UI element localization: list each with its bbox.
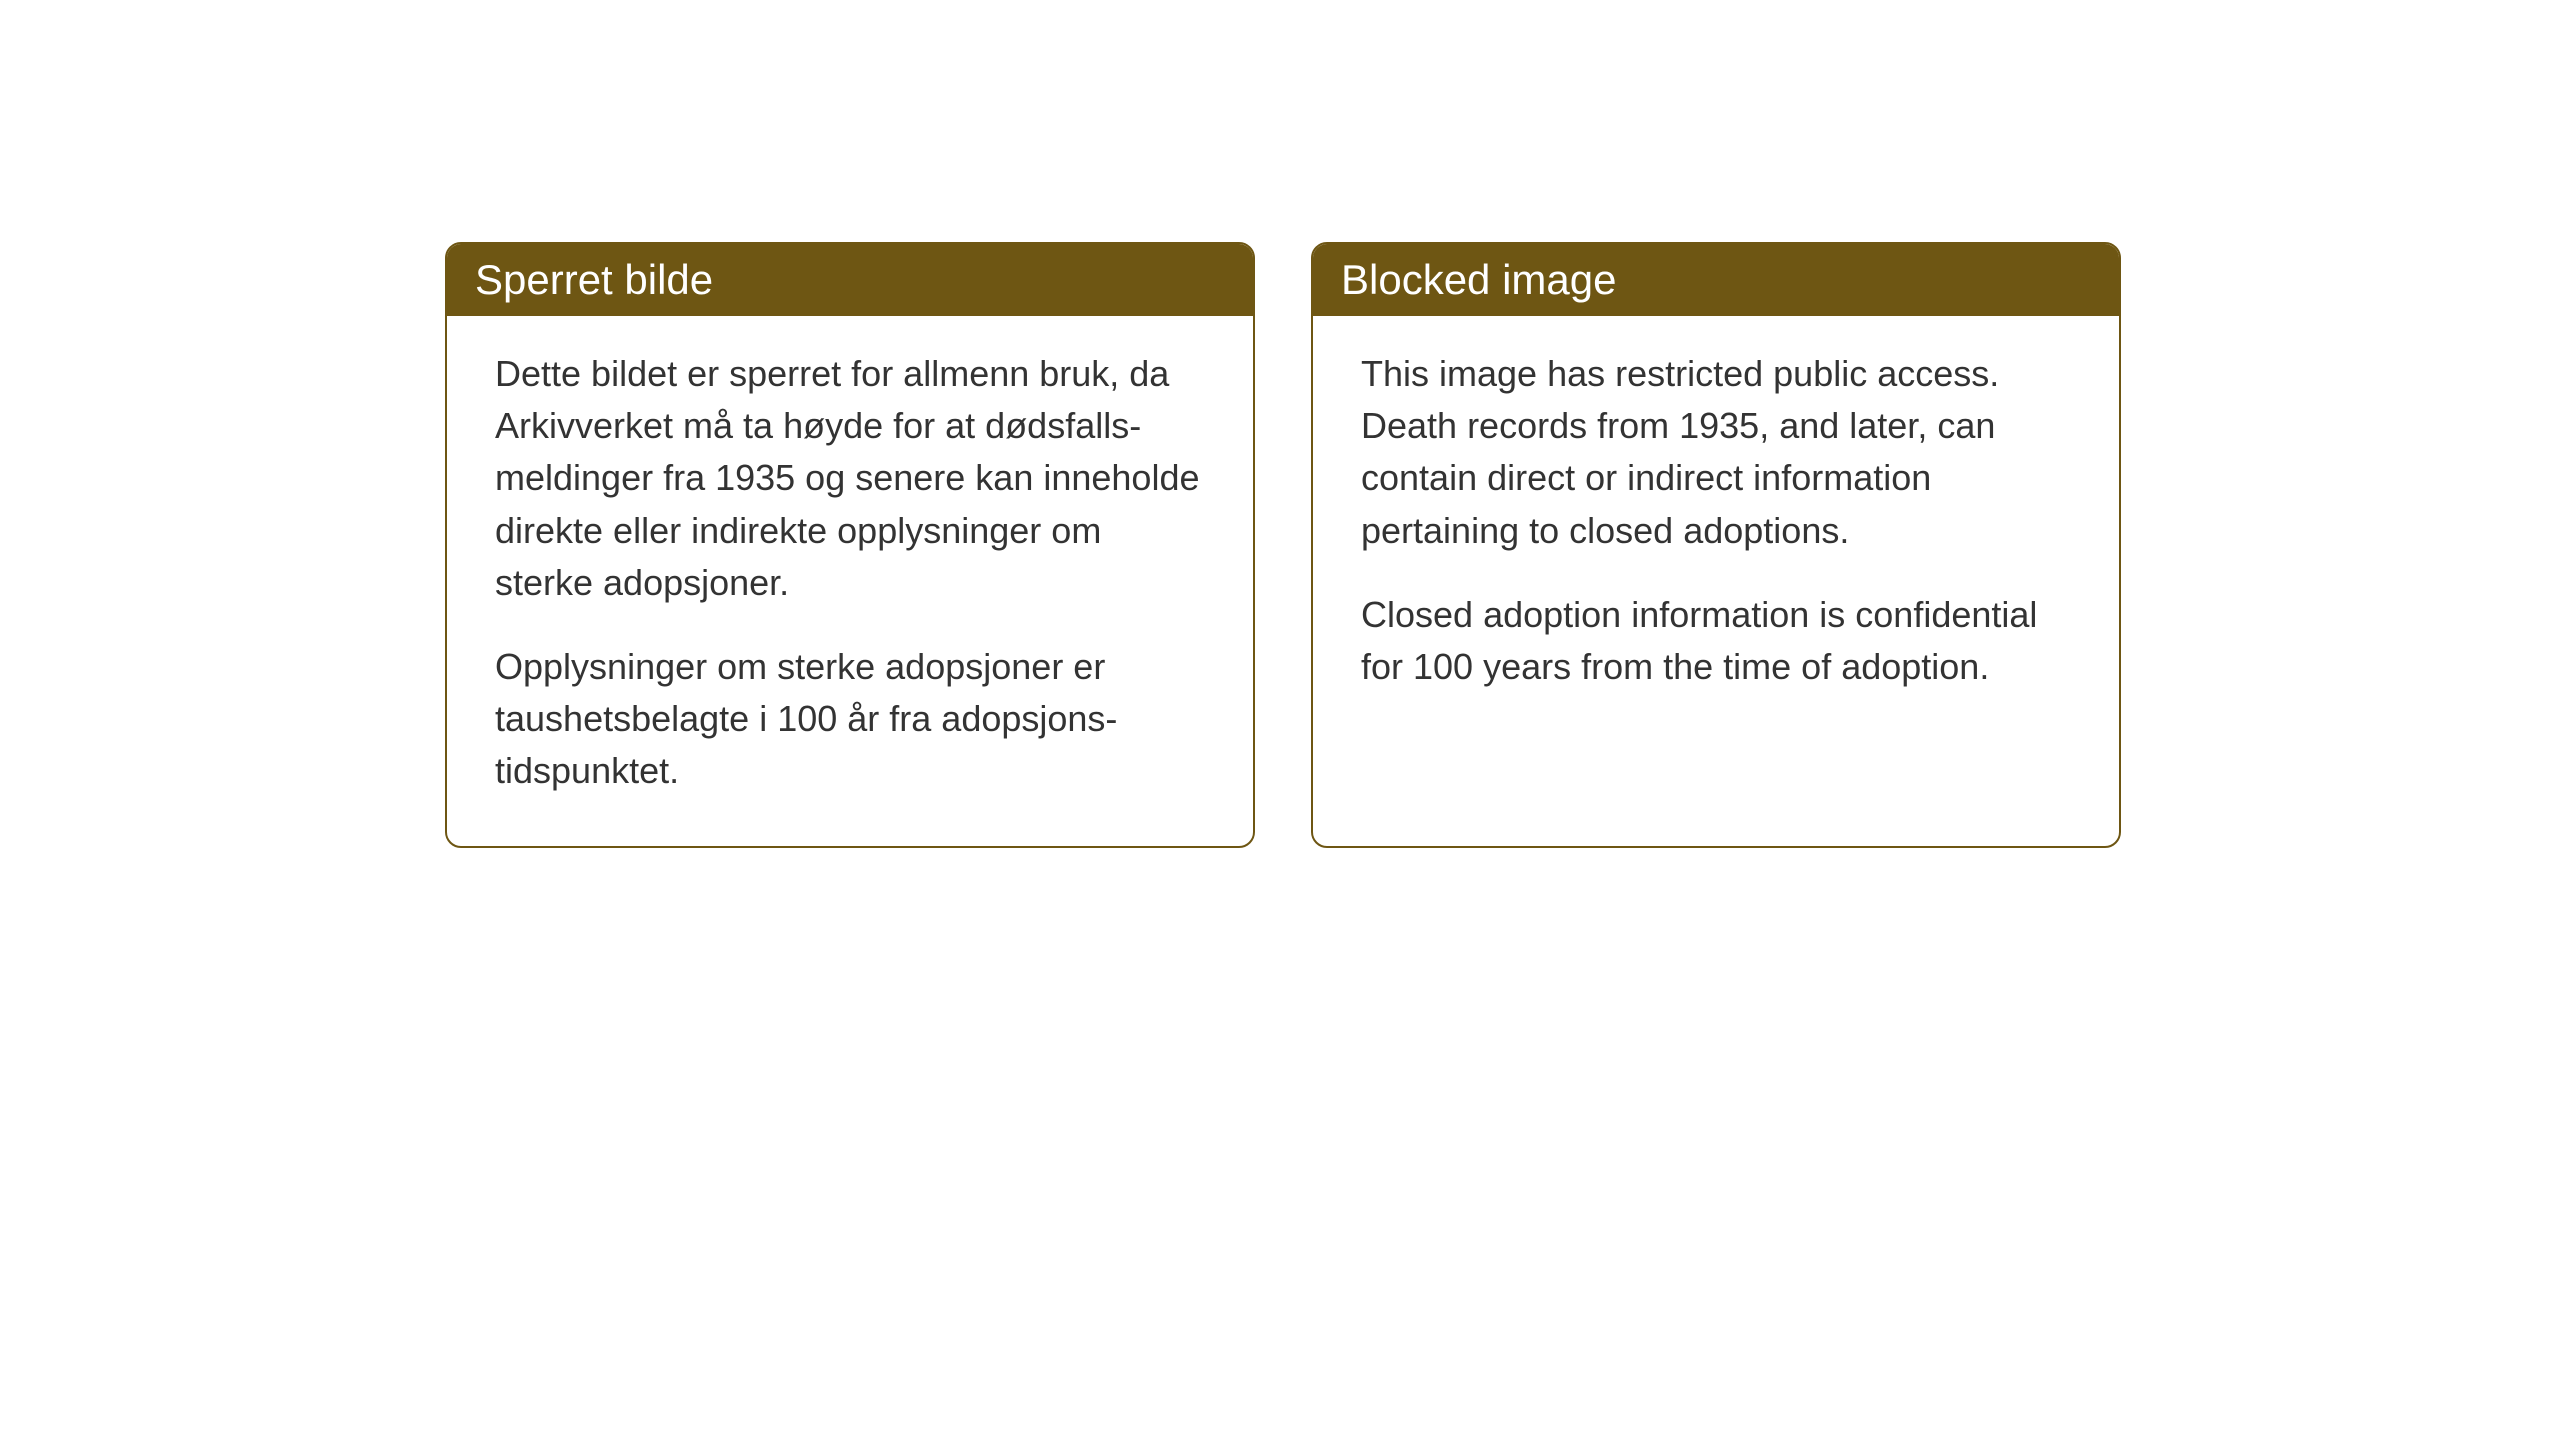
card-norwegian: Sperret bilde Dette bildet er sperret fo… — [445, 242, 1255, 848]
card-header-english: Blocked image — [1313, 244, 2119, 316]
paragraph-norwegian-1: Dette bildet er sperret for allmenn bruk… — [495, 348, 1205, 609]
card-body-english: This image has restricted public access.… — [1313, 316, 2119, 741]
paragraph-english-2: Closed adoption information is confident… — [1361, 589, 2071, 693]
paragraph-norwegian-2: Opplysninger om sterke adopsjoner er tau… — [495, 641, 1205, 798]
cards-container: Sperret bilde Dette bildet er sperret fo… — [445, 242, 2121, 848]
card-body-norwegian: Dette bildet er sperret for allmenn bruk… — [447, 316, 1253, 846]
card-header-norwegian: Sperret bilde — [447, 244, 1253, 316]
card-english: Blocked image This image has restricted … — [1311, 242, 2121, 848]
paragraph-english-1: This image has restricted public access.… — [1361, 348, 2071, 557]
